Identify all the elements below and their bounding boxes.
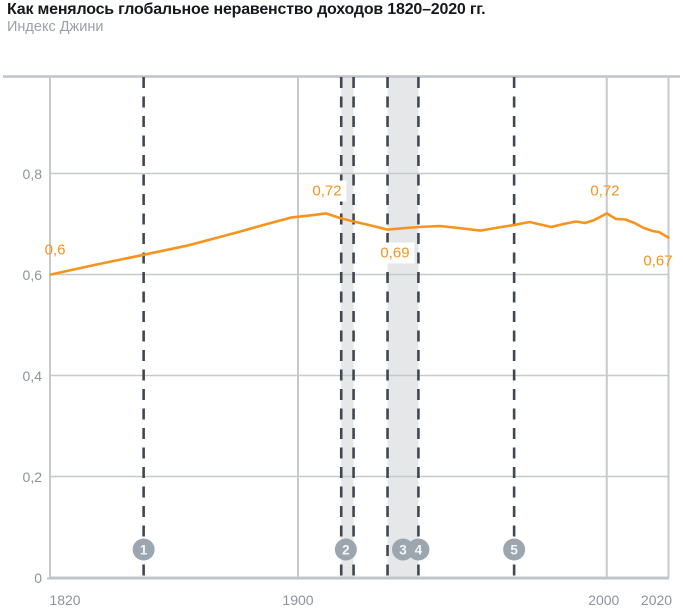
chart-title: Как менялось глобальное неравенство дохо… bbox=[7, 1, 486, 18]
y-axis-tick-label: 0,6 bbox=[22, 266, 42, 283]
gridlines bbox=[3, 75, 680, 580]
y-axis-tick-label: 0 bbox=[34, 569, 42, 586]
value-annotation: 0,69 bbox=[375, 242, 415, 264]
value-annotation: 0,6 bbox=[44, 241, 66, 259]
event-badge-number: 5 bbox=[510, 543, 518, 558]
event-badge-circle bbox=[503, 538, 526, 561]
gini-series-line bbox=[49, 212, 670, 276]
x-axis-tick-label: 1820 bbox=[49, 592, 81, 608]
x-axis-tick-label: 2000 bbox=[588, 592, 620, 608]
event-badge-circle bbox=[407, 538, 430, 561]
event-badge-number: 2 bbox=[342, 543, 350, 558]
value-annotation: 0,67 bbox=[643, 252, 673, 270]
war-period-bands bbox=[341, 77, 419, 578]
gini-line bbox=[49, 212, 670, 276]
chart-subtitle: Индекс Джини bbox=[7, 19, 104, 35]
value-annotation: 0,72 bbox=[307, 180, 347, 202]
y-axis-tick-label: 0,8 bbox=[22, 165, 42, 182]
event-dashed-lines bbox=[142, 77, 516, 577]
event-badge-circle bbox=[132, 538, 155, 561]
value-annotation: 0,72 bbox=[590, 182, 620, 200]
x-axis-tick-label: 1900 bbox=[282, 592, 314, 608]
event-badge-number: 4 bbox=[415, 543, 423, 558]
y-axis-tick-label: 0,4 bbox=[22, 367, 42, 384]
period-band bbox=[341, 77, 354, 578]
y-axis-tick-label: 0,2 bbox=[22, 468, 42, 485]
event-badge-circle bbox=[391, 538, 414, 561]
period-band bbox=[387, 77, 419, 578]
x-axis-tick-label: 2020 bbox=[640, 592, 673, 608]
event-badge-number: 1 bbox=[140, 543, 148, 558]
event-badge-circle bbox=[334, 538, 357, 561]
event-badge-number: 3 bbox=[399, 543, 407, 558]
